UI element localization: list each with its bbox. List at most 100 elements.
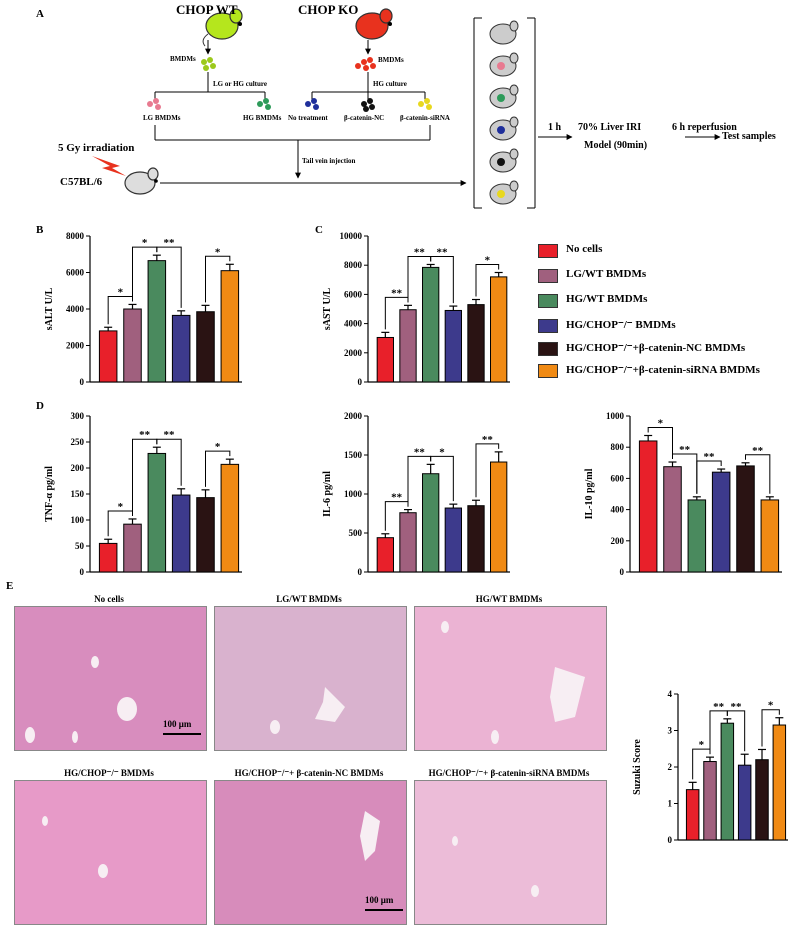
bmdms-left-label: BMDMs <box>170 55 196 63</box>
legend: No cells LG/WT BMDMs HG/WT BMDMs HG/CHOP… <box>538 243 788 378</box>
culture-left-label: LG or HG culture <box>213 80 267 88</box>
scale-bar-label: 100 μm <box>163 719 192 729</box>
legend-label: HG/CHOP⁻/⁻+β-catenin-NC BMDMs <box>566 342 746 354</box>
bar <box>467 304 485 383</box>
significance-label: * <box>768 700 774 712</box>
significance-label: ** <box>704 451 716 463</box>
y-axis-label: IL-10 pg/ml <box>584 468 595 519</box>
y-tick-label: 4000 <box>344 319 363 329</box>
iri-label-line1: 70% Liver IRI <box>578 122 642 133</box>
bar <box>772 724 787 841</box>
y-tick-label: 6000 <box>344 289 363 299</box>
significance-label: ** <box>437 246 449 258</box>
bar <box>444 507 462 573</box>
y-tick-label: 500 <box>349 528 363 538</box>
time-1h-label: 1 h <box>548 122 562 133</box>
bar <box>490 461 508 573</box>
legend-swatch <box>538 364 558 378</box>
bar <box>171 494 191 573</box>
bar <box>399 309 417 383</box>
significance-label: ** <box>164 429 176 441</box>
y-tick-label: 0 <box>668 835 673 845</box>
significance-label: ** <box>391 287 403 299</box>
bar <box>376 537 394 573</box>
significance-label: * <box>118 501 124 513</box>
ko-bmdm-cells-icon <box>355 57 376 71</box>
scale-bar <box>163 733 201 735</box>
nt-cells-icon <box>305 98 319 110</box>
y-tick-label: 600 <box>611 473 625 483</box>
significance-label: * <box>485 255 491 267</box>
significance-label: ** <box>414 246 426 258</box>
y-tick-label: 1 <box>668 799 673 809</box>
y-tick-label: 250 <box>71 437 85 447</box>
panel-label-b: B <box>36 224 44 236</box>
hg-cells-icon <box>257 98 271 110</box>
bar <box>196 497 215 573</box>
significance-label: ** <box>391 492 403 504</box>
group-label-nt: No treatment <box>288 114 328 122</box>
nc-cells-icon <box>361 98 375 112</box>
legend-swatch <box>538 342 558 356</box>
y-tick-label: 10000 <box>340 231 363 241</box>
legend-label: HG/CHOP⁻/⁻+β-catenin-siRNA BMDMs <box>566 364 760 376</box>
significance-bracket <box>475 443 500 498</box>
lg-cells-icon <box>147 98 161 110</box>
bmdms-right-label: BMDMs <box>378 56 404 64</box>
y-tick-label: 100 <box>71 515 85 525</box>
y-tick-label: 4000 <box>66 304 85 314</box>
legend-label: HG/CHOP⁻/⁻ BMDMs <box>566 319 676 331</box>
significance-bracket <box>430 255 454 304</box>
significance-label: ** <box>731 701 743 713</box>
significance-label: * <box>439 446 445 458</box>
y-axis-label: sALT U/L <box>44 287 55 330</box>
significance-bracket <box>647 427 673 460</box>
y-tick-label: 8000 <box>344 260 363 270</box>
histology-title: HG/WT BMDMs <box>475 594 543 604</box>
y-tick-label: 2 <box>668 762 673 772</box>
bar <box>755 759 769 841</box>
bar <box>422 473 440 573</box>
bar <box>687 499 707 573</box>
bar <box>220 463 240 573</box>
test-samples-label: Test samples <box>722 131 776 142</box>
histology-image-hg-chop-nc: 100 μm <box>214 780 407 925</box>
significance-bracket <box>205 450 231 487</box>
y-axis-label: IL-6 pg/ml <box>322 471 333 517</box>
significance-label: ** <box>139 429 151 441</box>
legend-swatch <box>538 294 558 308</box>
bar <box>98 330 118 383</box>
y-axis-label: TNF-α pg/ml <box>44 466 55 522</box>
panel-label-c: C <box>315 224 323 236</box>
scale-bar <box>365 909 403 911</box>
bar <box>736 465 755 573</box>
reperfusion-label: 6 h reperfusion <box>672 122 737 133</box>
significance-bracket <box>696 460 722 494</box>
legend-swatch <box>538 269 558 283</box>
panel-label-e: E <box>6 580 14 592</box>
significance-label: * <box>658 418 664 430</box>
significance-label: ** <box>679 444 691 456</box>
bar <box>760 499 780 573</box>
y-tick-label: 150 <box>71 489 85 499</box>
significance-label: * <box>215 246 221 258</box>
bar <box>444 309 462 383</box>
injection-label: Tail vein injection <box>302 157 356 165</box>
legend-label: No cells <box>566 243 603 255</box>
irradiation-bolt-icon <box>92 156 126 176</box>
y-tick-label: 0 <box>620 567 625 577</box>
legend-label: HG/WT BMDMs <box>566 293 648 305</box>
histology-title: HG/CHOP⁻/⁻+ β-catenin-siRNA BMDMs <box>428 768 590 778</box>
significance-label: ** <box>752 445 764 457</box>
significance-label: ** <box>164 237 176 249</box>
y-tick-label: 200 <box>611 536 625 546</box>
scale-bar-label: 100 μm <box>365 895 394 905</box>
irradiation-label: 5 Gy irradiation <box>58 142 135 154</box>
panel-label-a: A <box>36 8 44 20</box>
culture-right-label: HG culture <box>373 80 407 88</box>
significance-bracket <box>156 438 182 486</box>
